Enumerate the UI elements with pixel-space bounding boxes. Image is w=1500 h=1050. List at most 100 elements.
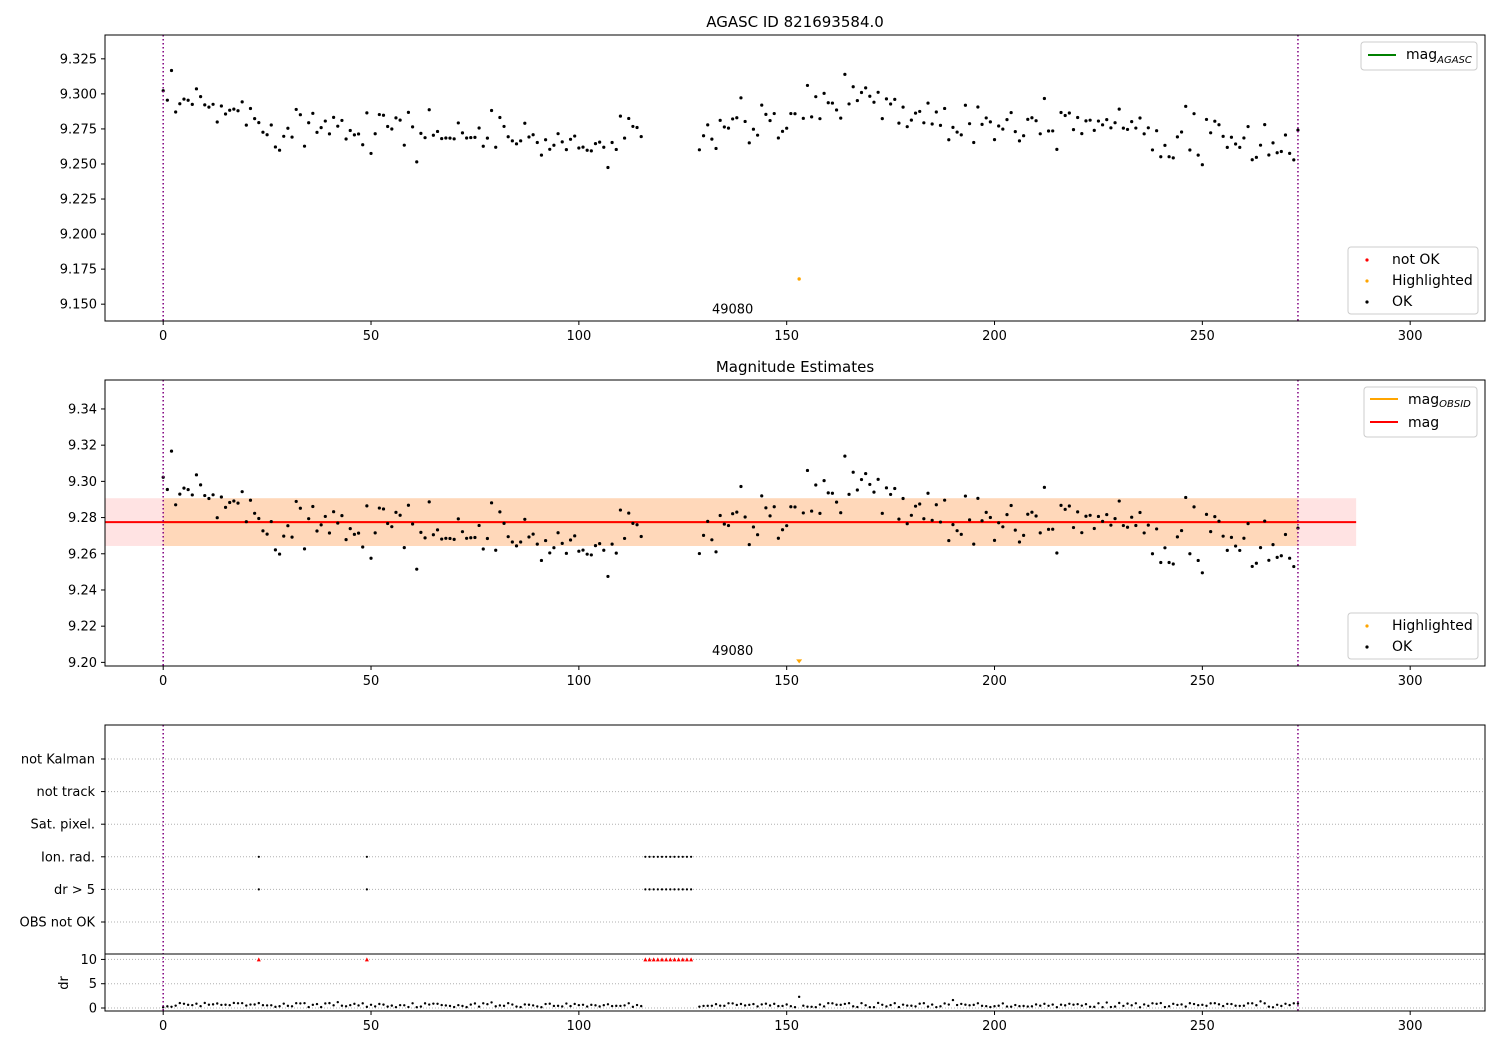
y-tick-label: 9.250 bbox=[60, 157, 97, 172]
x-tick-label: 300 bbox=[1398, 674, 1423, 689]
dr-tick-label: 10 bbox=[80, 953, 97, 968]
dr-point bbox=[515, 1005, 518, 1008]
dr-point bbox=[964, 1003, 967, 1006]
dr-point bbox=[536, 1005, 539, 1008]
dr-point bbox=[1009, 1005, 1013, 1008]
dr-point bbox=[606, 1003, 610, 1006]
data-point-ok bbox=[1055, 551, 1059, 555]
y-tick-label: 9.175 bbox=[60, 263, 97, 278]
data-point-ok bbox=[1250, 158, 1254, 162]
dr-point bbox=[785, 1003, 788, 1006]
data-point-ok bbox=[1254, 561, 1258, 565]
data-point-ok bbox=[406, 110, 411, 115]
data-point-ok bbox=[544, 138, 548, 142]
data-point-ok bbox=[1100, 123, 1105, 127]
dr-point bbox=[1151, 1002, 1154, 1005]
dr-point bbox=[930, 1003, 934, 1006]
data-point-ok bbox=[444, 536, 448, 540]
data-point-ok bbox=[992, 138, 997, 142]
dr-point bbox=[906, 1004, 909, 1007]
data-point-ok bbox=[498, 510, 502, 514]
data-point-ok bbox=[822, 91, 826, 95]
dr-point bbox=[394, 1005, 398, 1009]
data-point-ok bbox=[731, 512, 735, 516]
data-point-ok bbox=[1225, 548, 1229, 552]
data-point-ok bbox=[755, 133, 760, 137]
dr-point bbox=[615, 1004, 618, 1008]
data-point-ok bbox=[523, 517, 527, 521]
data-point-ok bbox=[469, 135, 473, 140]
data-point-ok bbox=[1225, 145, 1229, 149]
marker-legend: Highlighted OK bbox=[1347, 612, 1479, 660]
flag-point bbox=[656, 888, 659, 891]
data-point-ok bbox=[431, 133, 435, 137]
data-point-ok bbox=[302, 547, 307, 551]
data-point-ok bbox=[535, 542, 539, 546]
data-point-ok bbox=[1146, 523, 1150, 527]
data-point-ok bbox=[265, 532, 269, 536]
data-point-ok bbox=[938, 123, 943, 127]
data-point-ok bbox=[1283, 133, 1288, 137]
data-point-ok bbox=[822, 479, 826, 483]
flag-point bbox=[669, 888, 672, 891]
data-point-ok bbox=[248, 106, 253, 111]
dr-point bbox=[743, 1004, 747, 1007]
legend-label-mag-agasc: magAGASC bbox=[1406, 47, 1472, 66]
data-point-ok bbox=[1196, 153, 1200, 157]
dr-point-flagged bbox=[256, 957, 261, 962]
data-point-ok bbox=[851, 470, 855, 474]
data-point-ok bbox=[1200, 163, 1204, 167]
dr-point bbox=[344, 1005, 348, 1008]
data-point-ok bbox=[913, 504, 918, 508]
dr-point bbox=[245, 1004, 248, 1007]
data-point-ok bbox=[573, 534, 577, 538]
data-point-ok bbox=[519, 540, 523, 544]
dr-point bbox=[777, 1004, 780, 1008]
data-point-ok bbox=[618, 114, 623, 118]
dr-axis-label: dr bbox=[57, 976, 72, 990]
dr-point bbox=[1126, 1002, 1129, 1005]
data-point-ok bbox=[859, 90, 864, 95]
data-point-ok bbox=[776, 136, 780, 140]
data-point-ok bbox=[743, 119, 747, 124]
data-point-ok bbox=[922, 121, 926, 125]
data-point-ok bbox=[427, 500, 431, 504]
data-point-ok bbox=[1263, 123, 1267, 127]
data-point-ok bbox=[510, 540, 514, 544]
dr-point bbox=[220, 1003, 223, 1007]
dr-point bbox=[710, 1004, 714, 1007]
data-point-ok bbox=[963, 494, 968, 498]
data-point-ok bbox=[1013, 130, 1017, 134]
flag-point bbox=[648, 855, 651, 858]
dr-point bbox=[739, 1002, 743, 1006]
data-point-ok bbox=[1221, 134, 1225, 138]
data-point-ok bbox=[884, 97, 889, 101]
dr-point bbox=[764, 1002, 768, 1005]
x-tick-label: 250 bbox=[1190, 329, 1215, 344]
data-point-ok bbox=[356, 132, 361, 136]
data-point-ok bbox=[398, 118, 402, 122]
x-tick-label: 100 bbox=[566, 329, 591, 344]
data-point-ok bbox=[785, 126, 789, 130]
data-point-ok bbox=[1229, 535, 1234, 540]
data-point-ok bbox=[1159, 560, 1163, 565]
data-point-ok bbox=[627, 511, 631, 515]
flag-point bbox=[660, 888, 664, 891]
dr-point bbox=[274, 1005, 277, 1009]
data-point-ok bbox=[1200, 571, 1204, 575]
dr-point bbox=[365, 1005, 369, 1009]
dr-point bbox=[731, 1002, 734, 1005]
x-tick-label: 50 bbox=[363, 674, 380, 689]
dr-point bbox=[482, 1002, 485, 1005]
dr-point bbox=[993, 1005, 996, 1008]
data-point-ok bbox=[415, 160, 419, 164]
y-tick-label: 9.20 bbox=[68, 656, 97, 671]
data-point-ok bbox=[228, 108, 232, 112]
data-point-ok bbox=[344, 538, 348, 542]
data-point-ok bbox=[340, 118, 344, 123]
dr-point bbox=[556, 1004, 560, 1008]
data-point-ok bbox=[1071, 128, 1076, 132]
data-point-ok bbox=[1204, 512, 1209, 516]
data-point-ok bbox=[926, 491, 930, 495]
data-point-ok bbox=[1138, 510, 1142, 515]
